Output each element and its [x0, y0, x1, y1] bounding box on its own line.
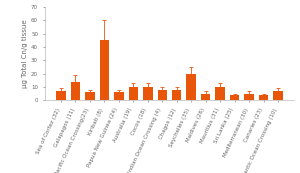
Bar: [244, 94, 254, 100]
Bar: [158, 90, 167, 100]
Bar: [71, 82, 80, 100]
Bar: [259, 95, 268, 100]
Bar: [56, 91, 66, 100]
Bar: [230, 95, 239, 100]
Y-axis label: µg Total Cn/g tissue: µg Total Cn/g tissue: [22, 19, 28, 88]
Bar: [114, 92, 124, 100]
Bar: [187, 74, 196, 100]
Bar: [143, 87, 152, 100]
Bar: [201, 94, 210, 100]
Bar: [172, 90, 182, 100]
Bar: [129, 87, 138, 100]
Bar: [215, 87, 225, 100]
Bar: [85, 92, 94, 100]
Bar: [273, 91, 283, 100]
Bar: [100, 40, 109, 100]
